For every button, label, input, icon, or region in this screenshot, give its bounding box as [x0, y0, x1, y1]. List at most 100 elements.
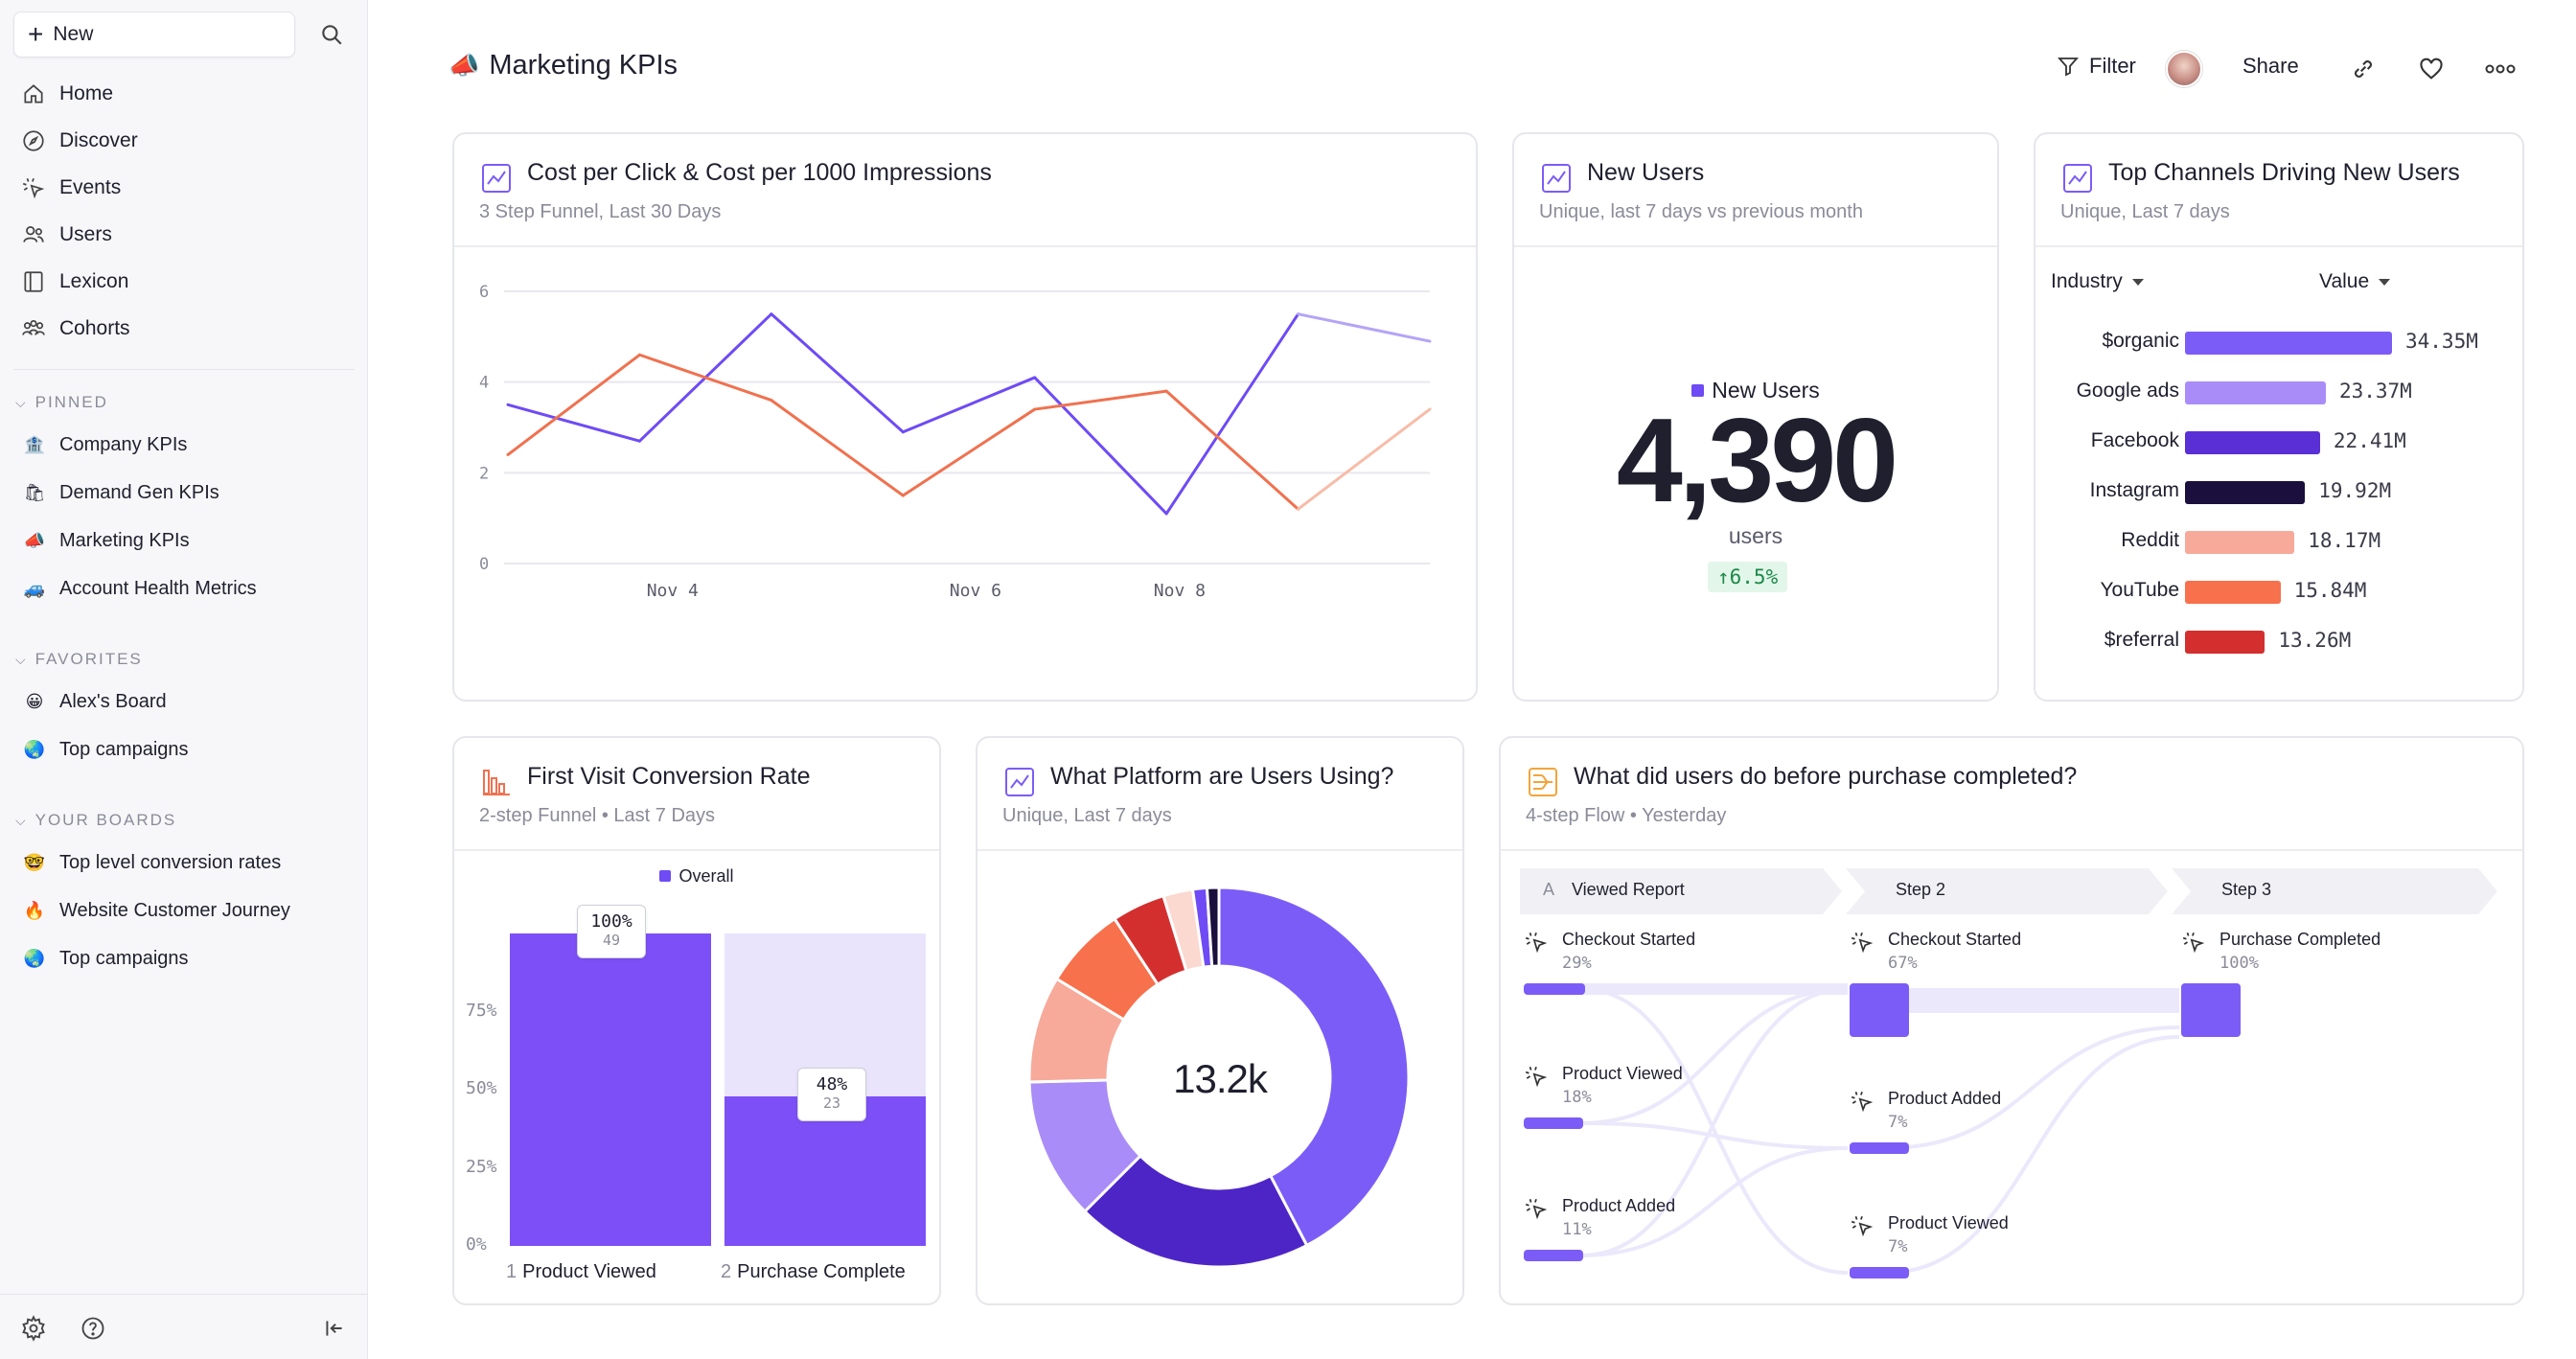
card-header: First Visit Conversion Rate 2-step Funne…: [454, 738, 939, 851]
flow-node[interactable]: Checkout Started 29%: [1525, 930, 1695, 973]
copy-link-button[interactable]: [2350, 56, 2386, 82]
card-title[interactable]: What Platform are Users Using?: [1050, 763, 1394, 790]
channel-row[interactable]: Google ads 23.37M: [2036, 376, 2522, 408]
nav-events[interactable]: Events: [21, 171, 356, 205]
new-button[interactable]: + New: [13, 12, 295, 58]
channel-label: Facebook: [2090, 429, 2179, 451]
flow-node[interactable]: Product Viewed 7%: [1851, 1213, 2009, 1256]
legend-swatch: [1691, 384, 1705, 397]
card-title[interactable]: First Visit Conversion Rate: [527, 763, 811, 790]
flow-node-pct: 18%: [1562, 1088, 1592, 1107]
flow-node[interactable]: Purchase Completed 100%: [2182, 930, 2380, 973]
pinned-item[interactable]: 🏦 Company KPIs: [23, 427, 188, 462]
channel-row[interactable]: Instagram 19.92M: [2036, 475, 2522, 508]
channel-value: 19.92M: [2318, 479, 2392, 502]
series-line-segment: [901, 407, 1037, 497]
funnel-bar[interactable]: [510, 933, 711, 1246]
card-title[interactable]: Cost per Click & Cost per 1000 Impressio…: [527, 159, 992, 186]
favorite-item[interactable]: 😀 Alex's Board: [23, 684, 167, 719]
pinned-item[interactable]: 🛍 Demand Gen KPIs: [23, 475, 219, 510]
flow-step-header: Step 2: [1896, 880, 1946, 899]
flow-link: [1580, 987, 1849, 1125]
conversion-funnel-card[interactable]: First Visit Conversion Rate 2-step Funne…: [452, 736, 941, 1305]
y-tick-label: 2: [479, 464, 489, 483]
nav-home[interactable]: Home: [21, 77, 356, 111]
pinned-label: PINNED: [34, 393, 108, 411]
board-item[interactable]: 🤓 Top level conversion rates: [23, 845, 281, 880]
industry-column-dropdown[interactable]: Industry: [2051, 270, 2144, 293]
funnel-bar[interactable]: [724, 1095, 926, 1246]
nav-lexicon[interactable]: Lexicon: [21, 265, 356, 299]
nav-discover[interactable]: Discover: [21, 124, 356, 158]
industry-column-label: Industry: [2051, 270, 2123, 292]
series-line-segment: [1033, 389, 1168, 411]
share-button[interactable]: Share: [2242, 54, 2299, 79]
series-line-segment: [1297, 407, 1432, 511]
channel-row[interactable]: $referral 13.26M: [2036, 625, 2522, 657]
more-icon: [2485, 64, 2516, 74]
flow-node[interactable]: Product Added 11%: [1525, 1196, 1675, 1239]
boards-section-toggle[interactable]: ⌵ YOUR BOARDS: [15, 811, 176, 830]
page-title-text: Marketing KPIs: [489, 50, 678, 81]
favorite-item[interactable]: 🌏 Top campaigns: [23, 732, 189, 767]
click-event-icon: [1851, 1215, 1874, 1237]
channel-row[interactable]: YouTube 15.84M: [2036, 575, 2522, 608]
card-subtitle: 2-step Funnel • Last 7 Days: [479, 805, 716, 826]
series-line-segment: [770, 312, 905, 434]
favorites-section-toggle[interactable]: ⌵ FAVORITES: [15, 650, 143, 669]
flow-step-header: Step 3: [2221, 880, 2272, 899]
fire-icon: 🔥: [23, 900, 46, 920]
nav-cohorts[interactable]: Cohorts: [21, 311, 356, 346]
channel-row[interactable]: $organic 34.35M: [2036, 326, 2522, 358]
search-icon: [322, 25, 342, 45]
pinned-item-label: Demand Gen KPIs: [59, 481, 219, 503]
x-tick-label: Nov 8: [1154, 581, 1206, 601]
nav-users-label: Users: [59, 223, 112, 245]
funnel-step-label: 1 Product Viewed: [506, 1261, 656, 1283]
line-chart-icon: [1005, 768, 1034, 796]
flow-node[interactable]: Product Added 7%: [1851, 1089, 2001, 1132]
board-item[interactable]: 🌏 Top campaigns: [23, 941, 189, 976]
avatar[interactable]: [2166, 51, 2202, 87]
flows-card[interactable]: What did users do before purchase comple…: [1499, 736, 2524, 1305]
series-line-segment: [1297, 312, 1432, 343]
value-column-dropdown[interactable]: Value: [2319, 270, 2391, 293]
channel-row[interactable]: Reddit 18.17M: [2036, 525, 2522, 558]
donut-total: 13.2k: [1173, 1056, 1268, 1101]
y-tick-label: 25%: [466, 1156, 497, 1177]
nav-users[interactable]: Users: [21, 218, 356, 252]
pinned-item[interactable]: 📣 Marketing KPIs: [23, 523, 190, 558]
boards-label: YOUR BOARDS: [34, 811, 177, 829]
search-button[interactable]: [310, 13, 353, 56]
flow-node[interactable]: Checkout Started 67%: [1851, 930, 2021, 973]
pinned-item[interactable]: 🚙 Account Health Metrics: [23, 571, 257, 606]
donut-slice: [1217, 886, 1411, 1248]
cpc-card[interactable]: Cost per Click & Cost per 1000 Impressio…: [452, 132, 1478, 702]
help-button[interactable]: [79, 1314, 107, 1343]
collapse-sidebar-button[interactable]: [320, 1314, 349, 1343]
channel-row[interactable]: Facebook 22.41M: [2036, 426, 2522, 458]
board-item[interactable]: 🔥 Website Customer Journey: [23, 893, 290, 928]
card-header: What Platform are Users Using? Unique, L…: [978, 738, 1462, 851]
card-subtitle: Unique, Last 7 days: [2060, 201, 2230, 222]
settings-button[interactable]: [19, 1314, 48, 1343]
new-users-card[interactable]: New Users Unique, last 7 days vs previou…: [1512, 132, 1999, 702]
lexicon-icon: [24, 271, 43, 292]
card-header: What did users do before purchase comple…: [1501, 738, 2522, 851]
flow-node[interactable]: Product Viewed 18%: [1525, 1064, 1683, 1107]
click-event-icon: [2182, 932, 2205, 954]
top-channels-card[interactable]: Top Channels Driving New Users Unique, L…: [2034, 132, 2524, 702]
card-title[interactable]: Top Channels Driving New Users: [2108, 159, 2460, 186]
favorite-button[interactable]: [2417, 56, 2455, 82]
y-tick-label: 75%: [466, 1000, 497, 1021]
pinned-section-toggle[interactable]: ⌵ PINNED: [15, 393, 108, 412]
platform-card[interactable]: What Platform are Users Using? Unique, L…: [976, 736, 1464, 1305]
series-line-segment: [1033, 376, 1168, 516]
more-options-button[interactable]: [2484, 56, 2526, 82]
card-title[interactable]: New Users: [1587, 159, 1705, 186]
channel-bar: [2185, 581, 2281, 604]
plus-icon: +: [28, 19, 44, 49]
card-title[interactable]: What did users do before purchase comple…: [1574, 763, 2078, 790]
gear-icon: [22, 1315, 45, 1342]
filter-button[interactable]: Filter: [2057, 54, 2136, 79]
